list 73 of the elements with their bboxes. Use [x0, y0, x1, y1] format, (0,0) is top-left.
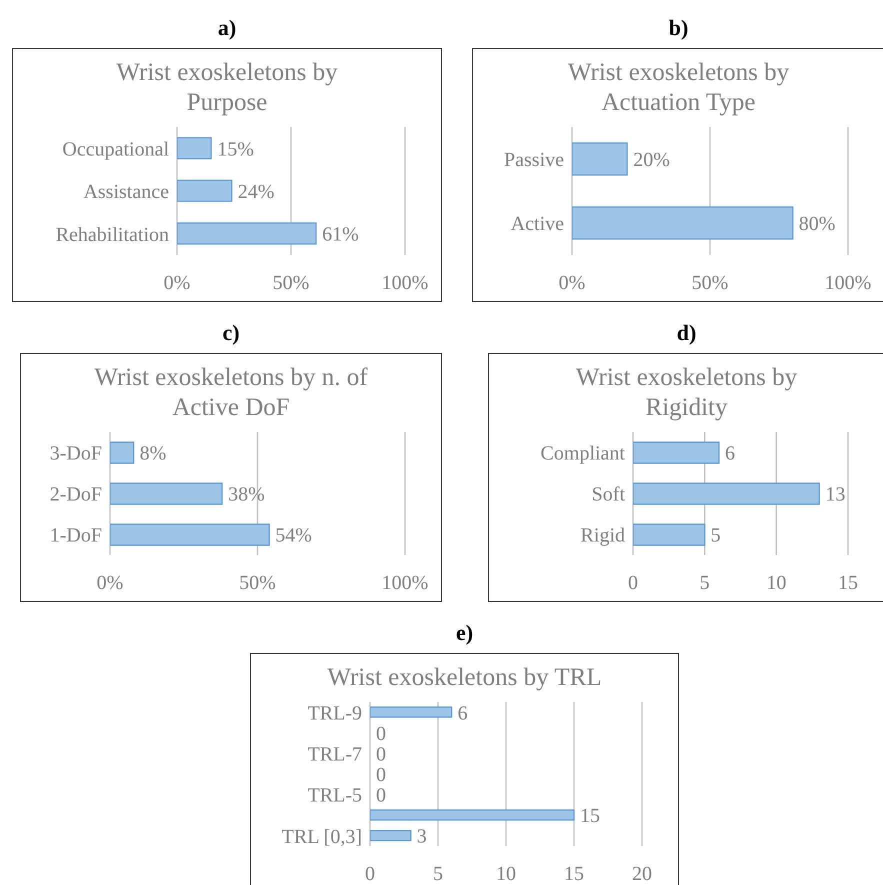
y-tick-label: TRL-7: [308, 744, 362, 766]
y-tick-label: Passive: [504, 149, 564, 172]
y-tick-label: Compliant: [540, 442, 626, 465]
bar: [110, 442, 134, 464]
x-tick-label: 0: [365, 863, 375, 885]
data-label: 5: [710, 524, 721, 546]
x-tick-label: 0%: [96, 572, 124, 594]
data-label: 3: [416, 826, 427, 848]
data-label: 8%: [140, 442, 166, 464]
data-label: 38%: [228, 484, 265, 506]
bar: [633, 482, 820, 505]
x-tick-label: 10: [496, 863, 516, 885]
data-label: 6: [725, 442, 735, 464]
data-label: 61%: [322, 224, 359, 246]
y-tick-label: 3-DoF: [50, 442, 102, 465]
data-label: 24%: [238, 181, 274, 203]
bar: [633, 524, 706, 546]
x-tick-label: 50%: [239, 572, 276, 594]
x-tick-label: 20: [632, 863, 652, 885]
x-tick-label: 0: [628, 572, 638, 594]
chart-title: Wrist exoskeletons by Actuation Type: [566, 58, 790, 118]
y-tick-label: TRL-5: [308, 784, 362, 807]
text: c): [221, 320, 241, 346]
x-tick-label: 5: [700, 572, 710, 594]
x-tick-label: 100%: [382, 572, 428, 594]
x-tick-label: 50%: [272, 272, 310, 294]
x-tick-label: 100%: [824, 272, 872, 294]
bar: [370, 706, 452, 718]
text: b): [668, 15, 690, 41]
y-tick-label: 1-DoF: [50, 524, 102, 547]
y-tick-label: Rigid: [580, 524, 625, 547]
data-label: 13: [825, 484, 846, 506]
data-label: 6: [458, 702, 468, 724]
text: e): [454, 620, 474, 646]
y-tick-label: Occupational: [62, 138, 170, 160]
y-tick-label: Rehabilitation: [56, 224, 169, 246]
y-tick-label: TRL [0,3]: [282, 826, 362, 848]
data-label: 54%: [275, 524, 312, 546]
data-label: 20%: [633, 149, 670, 171]
x-tick-label: 15: [838, 572, 858, 594]
bar: [177, 137, 212, 160]
bar: [370, 809, 575, 821]
text: d): [676, 320, 698, 346]
x-tick-label: 10: [766, 572, 786, 594]
y-tick-label: Active: [510, 213, 564, 236]
x-tick-label: 100%: [382, 272, 428, 294]
data-label: 80%: [798, 213, 836, 235]
chart-title: Wrist exoskeletons by Rigidity: [574, 363, 798, 423]
y-tick-label: TRL-9: [308, 702, 362, 724]
data-label: 0: [376, 764, 386, 786]
data-label: 0: [376, 743, 386, 766]
data-label: 15%: [217, 138, 254, 160]
x-tick-label: 15: [564, 863, 584, 885]
bar: [110, 482, 223, 505]
bar: [633, 442, 720, 464]
data-label: 0: [376, 722, 386, 745]
x-tick-label: 5: [433, 863, 443, 885]
x-tick-label: 0%: [558, 272, 586, 294]
x-tick-label: 0%: [164, 272, 190, 294]
chart-title: Wrist exoskeletons by n. of Active DoF: [93, 363, 369, 423]
text: a): [216, 15, 238, 41]
data-label: 0: [376, 784, 386, 807]
x-tick-label: 50%: [692, 272, 728, 294]
chart-title: Wrist exoskeletons by Purpose: [115, 58, 339, 118]
y-tick-label: Soft: [592, 484, 626, 506]
bar: [370, 830, 412, 842]
bar: [177, 222, 317, 245]
y-tick-label: Assistance: [83, 181, 170, 204]
chart-title: Wrist exoskeletons by TRL: [326, 663, 603, 693]
bar: [110, 524, 270, 546]
bar: [177, 180, 232, 202]
data-label: 15: [580, 805, 600, 828]
y-tick-label: 2-DoF: [50, 484, 102, 506]
